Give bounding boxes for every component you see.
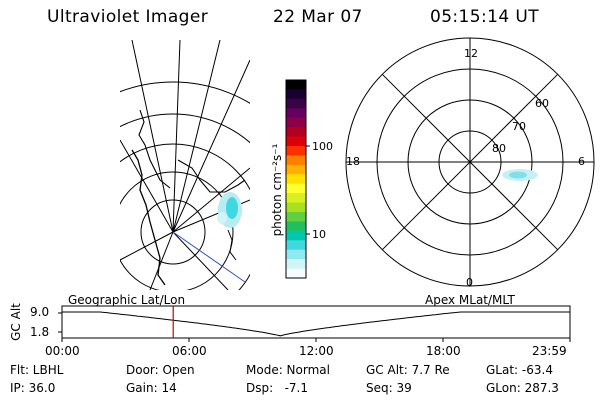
colorbar-cell bbox=[286, 259, 306, 270]
map-meridian bbox=[172, 167, 250, 233]
colorbar-cell bbox=[286, 117, 306, 128]
colorbar-cell bbox=[286, 240, 306, 251]
map-meridian bbox=[149, 231, 174, 290]
colorbar-cell bbox=[286, 146, 306, 157]
polar-aurora-emission bbox=[502, 169, 538, 181]
timeline-y-tick-bottom: 1.8 bbox=[30, 325, 50, 339]
map-meridian bbox=[120, 139, 174, 233]
x-tick-label: 18:00 bbox=[426, 344, 461, 358]
colorbar-cell bbox=[286, 136, 306, 147]
mlt-label-18: 18 bbox=[346, 155, 360, 168]
door-status: Door: Open bbox=[126, 363, 195, 377]
mlt-label-6: 6 bbox=[578, 155, 585, 168]
colorbar-cell bbox=[286, 155, 306, 166]
colorbar-cell bbox=[286, 230, 306, 241]
map-coastline bbox=[131, 149, 166, 286]
colorbar-cell bbox=[286, 249, 306, 260]
map-lat-ring bbox=[120, 143, 250, 290]
colorbar-cell bbox=[286, 108, 306, 119]
observation-time: 05:15:14 UT bbox=[430, 7, 539, 27]
mlt-label-0: 0 bbox=[466, 276, 473, 289]
colorbar-cell bbox=[286, 202, 306, 213]
map-coastline bbox=[177, 159, 246, 193]
gain-status: Gain: 14 bbox=[126, 381, 177, 395]
x-tick-label: 06:00 bbox=[172, 344, 207, 358]
map-meridian bbox=[172, 40, 221, 233]
map-lat-ring bbox=[120, 81, 250, 104]
colorbar-cell bbox=[286, 174, 306, 185]
colorbar-cell bbox=[286, 268, 306, 279]
glon-status: GLon: 287.3 bbox=[486, 381, 559, 395]
right-panel-caption: Apex MLat/MLT bbox=[425, 293, 515, 307]
mlt-label-12: 12 bbox=[464, 47, 478, 60]
map-lat-ring bbox=[120, 171, 234, 290]
x-tick-label: 00:00 bbox=[45, 344, 80, 358]
map-coastline bbox=[227, 229, 237, 261]
colorbar-cell bbox=[286, 183, 306, 194]
lat-label-80: 80 bbox=[492, 142, 506, 155]
map-lat-ring bbox=[120, 113, 250, 144]
map-meridian bbox=[172, 40, 181, 233]
left-panel-caption: Geographic Lat/Lon bbox=[68, 293, 186, 307]
timeline-y-label: GC Alt bbox=[9, 303, 23, 341]
map-coastline bbox=[138, 109, 171, 189]
mode-status: Mode: Normal bbox=[246, 363, 330, 377]
x-tick-label: 23:59 bbox=[532, 344, 567, 358]
map-meridian bbox=[131, 40, 174, 233]
x-tick-label: 12:00 bbox=[299, 344, 334, 358]
glat-status: GLat: -63.4 bbox=[486, 363, 553, 377]
instrument-title: Ultraviolet Imager bbox=[47, 7, 209, 27]
observation-date: 22 Mar 07 bbox=[273, 7, 363, 27]
colorbar-cell bbox=[286, 212, 306, 223]
colorbar-cell bbox=[286, 80, 306, 91]
map-meridian bbox=[120, 231, 174, 261]
dsp-status: Dsp: -7.1 bbox=[246, 381, 309, 395]
ip-status: IP: 36.0 bbox=[10, 381, 56, 395]
timeline-frame bbox=[61, 305, 571, 339]
colorbar-cell bbox=[286, 193, 306, 204]
colorbar-cell bbox=[286, 164, 306, 175]
colorbar-cell bbox=[286, 98, 306, 109]
map-meridian bbox=[172, 59, 250, 233]
lat-label-70: 70 bbox=[512, 120, 526, 133]
altitude-curve bbox=[62, 311, 570, 337]
lat-label-60: 60 bbox=[535, 97, 549, 110]
map-aurora-emission bbox=[217, 192, 242, 228]
polar-diagonal bbox=[381, 73, 559, 251]
colorbar-tick-10: 10 bbox=[312, 228, 326, 241]
colorbar-tick-100: 100 bbox=[312, 140, 333, 153]
colorbar-cell bbox=[286, 221, 306, 232]
filter-status: Flt: LBHL bbox=[10, 363, 64, 377]
map-meridian bbox=[172, 231, 229, 290]
timeline-y-tick-top: 9.0 bbox=[30, 305, 50, 319]
colorbar-cell bbox=[286, 89, 306, 100]
seq-status: Seq: 39 bbox=[366, 381, 412, 395]
gc-alt-status: GC Alt: 7.7 Re bbox=[366, 363, 450, 377]
colorbar-cell bbox=[286, 127, 306, 138]
map-lat-ring bbox=[140, 199, 206, 265]
map-terminator-line bbox=[172, 231, 246, 283]
